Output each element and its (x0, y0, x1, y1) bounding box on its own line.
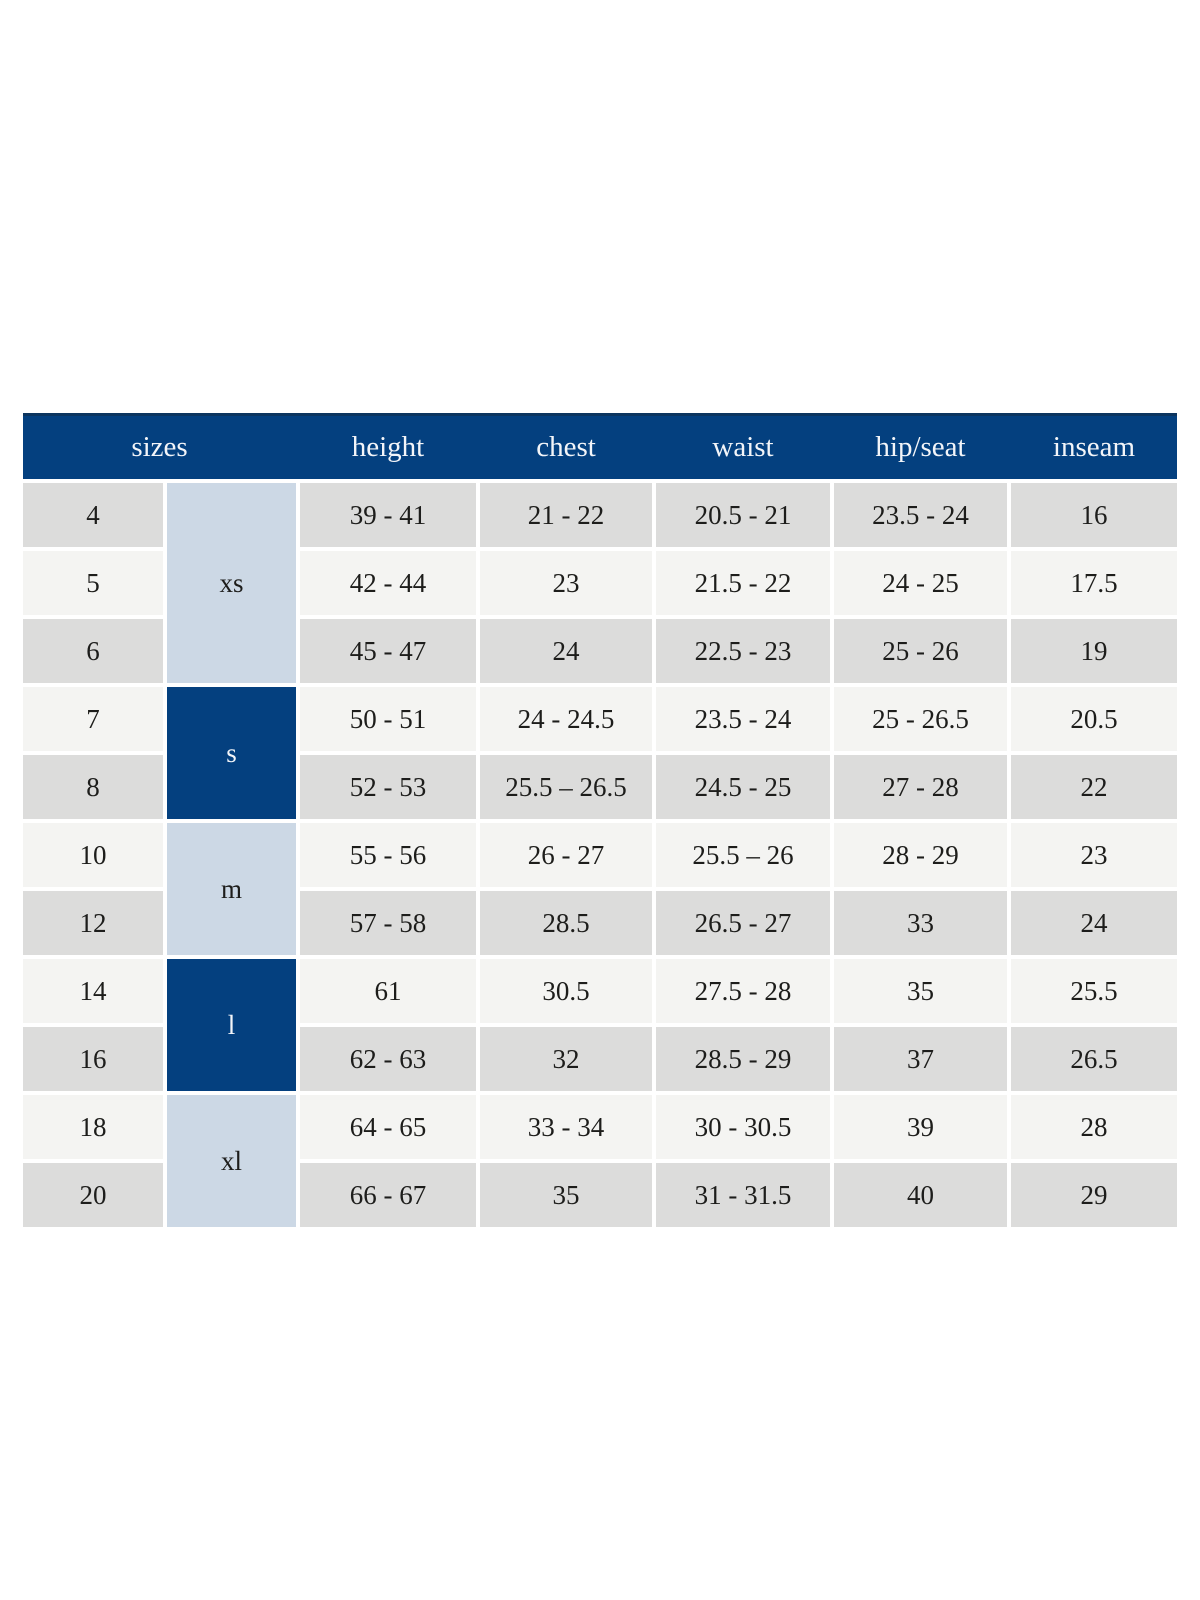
inseam-cell: 29 (1011, 1163, 1177, 1227)
inseam-cell: 26.5 (1011, 1027, 1177, 1091)
height-cell: 42 - 44 (300, 551, 476, 615)
chest-cell: 28.5 (480, 891, 652, 955)
hip-seat-cell: 25 - 26.5 (834, 687, 1007, 751)
chest-cell: 32 (480, 1027, 652, 1091)
inseam-cell: 23 (1011, 823, 1177, 887)
size-group-cell-s: s (167, 687, 296, 819)
size-number-cell: 16 (23, 1027, 163, 1091)
inseam-cell: 24 (1011, 891, 1177, 955)
chest-cell: 24 (480, 619, 652, 683)
header-inseam: inseam (1052, 431, 1136, 463)
size-group-cell-m: m (167, 823, 296, 955)
hip-seat-cell: 39 (834, 1095, 1007, 1159)
waist-cell: 26.5 - 27 (656, 891, 830, 955)
header-hip-seat: hip/seat (875, 431, 966, 463)
hip-seat-cell: 28 - 29 (834, 823, 1007, 887)
height-cell: 64 - 65 (300, 1095, 476, 1159)
chest-cell: 25.5 – 26.5 (480, 755, 652, 819)
size-number-cell: 6 (23, 619, 163, 683)
hip-seat-cell: 37 (834, 1027, 1007, 1091)
waist-cell: 27.5 - 28 (656, 959, 830, 1023)
hip-seat-cell: 40 (834, 1163, 1007, 1227)
chest-cell: 35 (480, 1163, 652, 1227)
height-cell: 55 - 56 (300, 823, 476, 887)
chest-cell: 23 (480, 551, 652, 615)
size-number-cell: 4 (23, 483, 163, 547)
size-number-cell: 5 (23, 551, 163, 615)
waist-cell: 22.5 - 23 (656, 619, 830, 683)
inseam-cell: 16 (1011, 483, 1177, 547)
inseam-cell: 22 (1011, 755, 1177, 819)
size-number-cell: 12 (23, 891, 163, 955)
waist-cell: 23.5 - 24 (656, 687, 830, 751)
size-chart-table: sizes height chest waist hip/seat inseam… (23, 413, 1177, 1227)
size-number-cell: 8 (23, 755, 163, 819)
chest-cell: 30.5 (480, 959, 652, 1023)
size-table-body: xs s m l xl 4 39 - 41 21 - 22 20.5 - 21 23.5 - 24… (23, 483, 1177, 1227)
waist-cell: 20.5 - 21 (656, 483, 830, 547)
inseam-cell: 19 (1011, 619, 1177, 683)
size-number-cell: 14 (23, 959, 163, 1023)
chest-cell: 24 - 24.5 (480, 687, 652, 751)
chest-cell: 33 - 34 (480, 1095, 652, 1159)
height-cell: 57 - 58 (300, 891, 476, 955)
header-height: height (351, 431, 425, 463)
size-number-cell: 20 (23, 1163, 163, 1227)
inseam-cell: 17.5 (1011, 551, 1177, 615)
header-chest: chest (536, 431, 596, 463)
height-cell: 39 - 41 (300, 483, 476, 547)
size-number-cell: 18 (23, 1095, 163, 1159)
chest-cell: 21 - 22 (480, 483, 652, 547)
hip-seat-cell: 25 - 26 (834, 619, 1007, 683)
size-group-cell-xs: xs (167, 483, 296, 683)
hip-seat-cell: 27 - 28 (834, 755, 1007, 819)
waist-cell: 28.5 - 29 (656, 1027, 830, 1091)
height-cell: 52 - 53 (300, 755, 476, 819)
inseam-cell: 20.5 (1011, 687, 1177, 751)
size-chart-header-row: sizes height chest waist hip/seat inseam (23, 413, 1177, 479)
height-cell: 66 - 67 (300, 1163, 476, 1227)
hip-seat-cell: 35 (834, 959, 1007, 1023)
size-group-cell-l: l (167, 959, 296, 1091)
header-sizes: sizes (131, 431, 188, 463)
height-cell: 62 - 63 (300, 1027, 476, 1091)
waist-cell: 25.5 – 26 (656, 823, 830, 887)
height-cell: 50 - 51 (300, 687, 476, 751)
size-number-cell: 10 (23, 823, 163, 887)
height-cell: 61 (300, 959, 476, 1023)
waist-cell: 21.5 - 22 (656, 551, 830, 615)
waist-cell: 31 - 31.5 (656, 1163, 830, 1227)
hip-seat-cell: 24 - 25 (834, 551, 1007, 615)
inseam-cell: 28 (1011, 1095, 1177, 1159)
height-cell: 45 - 47 (300, 619, 476, 683)
header-waist: waist (712, 431, 774, 463)
inseam-cell: 25.5 (1011, 959, 1177, 1023)
hip-seat-cell: 23.5 - 24 (834, 483, 1007, 547)
waist-cell: 30 - 30.5 (656, 1095, 830, 1159)
size-number-cell: 7 (23, 687, 163, 751)
size-group-cell-xl: xl (167, 1095, 296, 1227)
waist-cell: 24.5 - 25 (656, 755, 830, 819)
chest-cell: 26 - 27 (480, 823, 652, 887)
hip-seat-cell: 33 (834, 891, 1007, 955)
